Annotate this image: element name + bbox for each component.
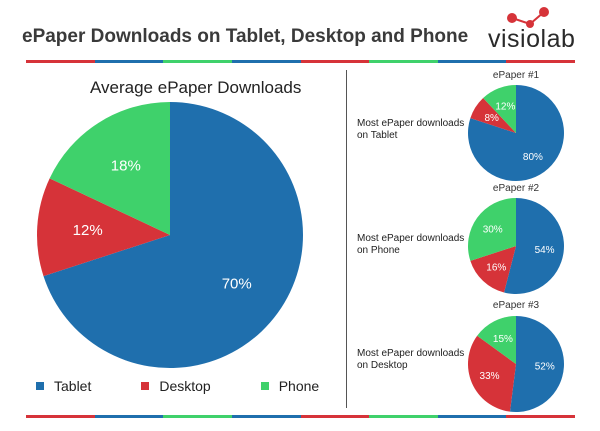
legend-item-desktop: Desktop: [141, 378, 211, 394]
pie-3-label-tablet: 52%: [535, 361, 555, 372]
logo-molecule-icon: [507, 7, 549, 28]
main-pie-label-phone: 18%: [111, 158, 141, 175]
pie-1-label-tablet: 80%: [523, 152, 543, 163]
main-pie-slice-desktop: [37, 178, 171, 277]
pie-3-description: Most ePaper downloads on Desktop: [357, 348, 465, 371]
bottom-stripe: [26, 415, 575, 418]
pie-2-description: Most ePaper downloads on Phone: [357, 233, 465, 256]
pie-3-label-desktop: 33%: [480, 371, 500, 382]
vertical-divider: [346, 70, 347, 408]
pie-1-description: Most ePaper downloads on Tablet: [357, 118, 465, 141]
pie-2-slice-phone: [468, 198, 516, 261]
pie-3-label-phone: 15%: [493, 334, 513, 345]
pie-1-chart: 80% 8%12%: [468, 85, 564, 181]
main-pie-label-tablet: 70%: [222, 276, 252, 293]
pie-1-label-desktop: 8%: [484, 113, 499, 124]
main-chart-title: Average ePaper Downloads: [90, 78, 302, 97]
pie-2-title: ePaper #2: [492, 183, 540, 194]
main-pie-slice-phone: [49, 102, 170, 235]
pie-3-title: ePaper #3: [492, 300, 540, 311]
pie-1-slice-desktop: [470, 98, 516, 133]
desktop-swatch-icon: [141, 382, 150, 390]
tablet-swatch-icon: [36, 382, 44, 390]
pie-2-slice-desktop: [470, 246, 516, 293]
main-pie-slice-tablet: [43, 102, 303, 368]
top-stripe: [26, 60, 575, 63]
phone-swatch-icon: [260, 382, 269, 390]
page-title: ePaper Downloads on Tablet, Desktop and …: [22, 26, 469, 47]
legend-item-tablet: Tablet: [36, 378, 91, 394]
legend-label-phone: Phone: [278, 378, 320, 394]
pie-3-slice-phone: [477, 316, 516, 364]
main-pie-label-desktop: 12%: [73, 222, 103, 239]
pie-2-label-phone: 30%: [483, 225, 503, 236]
logo-text: visiolab: [488, 25, 576, 53]
pie-2-label-tablet: 54%: [535, 245, 555, 256]
pie-2-chart: 54% 16% 30%: [468, 198, 564, 294]
main-pie-chart: 70% 12% 18%: [37, 102, 303, 368]
pie-3-chart: 52% 33% 15%: [468, 316, 564, 412]
pie-2-slice-tablet: [504, 198, 564, 294]
pie-1-title: ePaper #1: [492, 70, 540, 81]
legend-item-phone: Phone: [260, 378, 320, 394]
legend-label-tablet: Tablet: [54, 378, 92, 394]
pie-3-slice-tablet: [509, 316, 564, 412]
pie-3-slice-desktop: [468, 335, 516, 412]
pie-2-label-desktop: 16%: [486, 262, 506, 273]
pie-1-slice-phone: [483, 85, 516, 133]
legend-label-desktop: Desktop: [159, 378, 211, 394]
pie-1-label-phone: 12%: [495, 102, 515, 113]
legend: Tablet Desktop Phone: [36, 378, 369, 394]
